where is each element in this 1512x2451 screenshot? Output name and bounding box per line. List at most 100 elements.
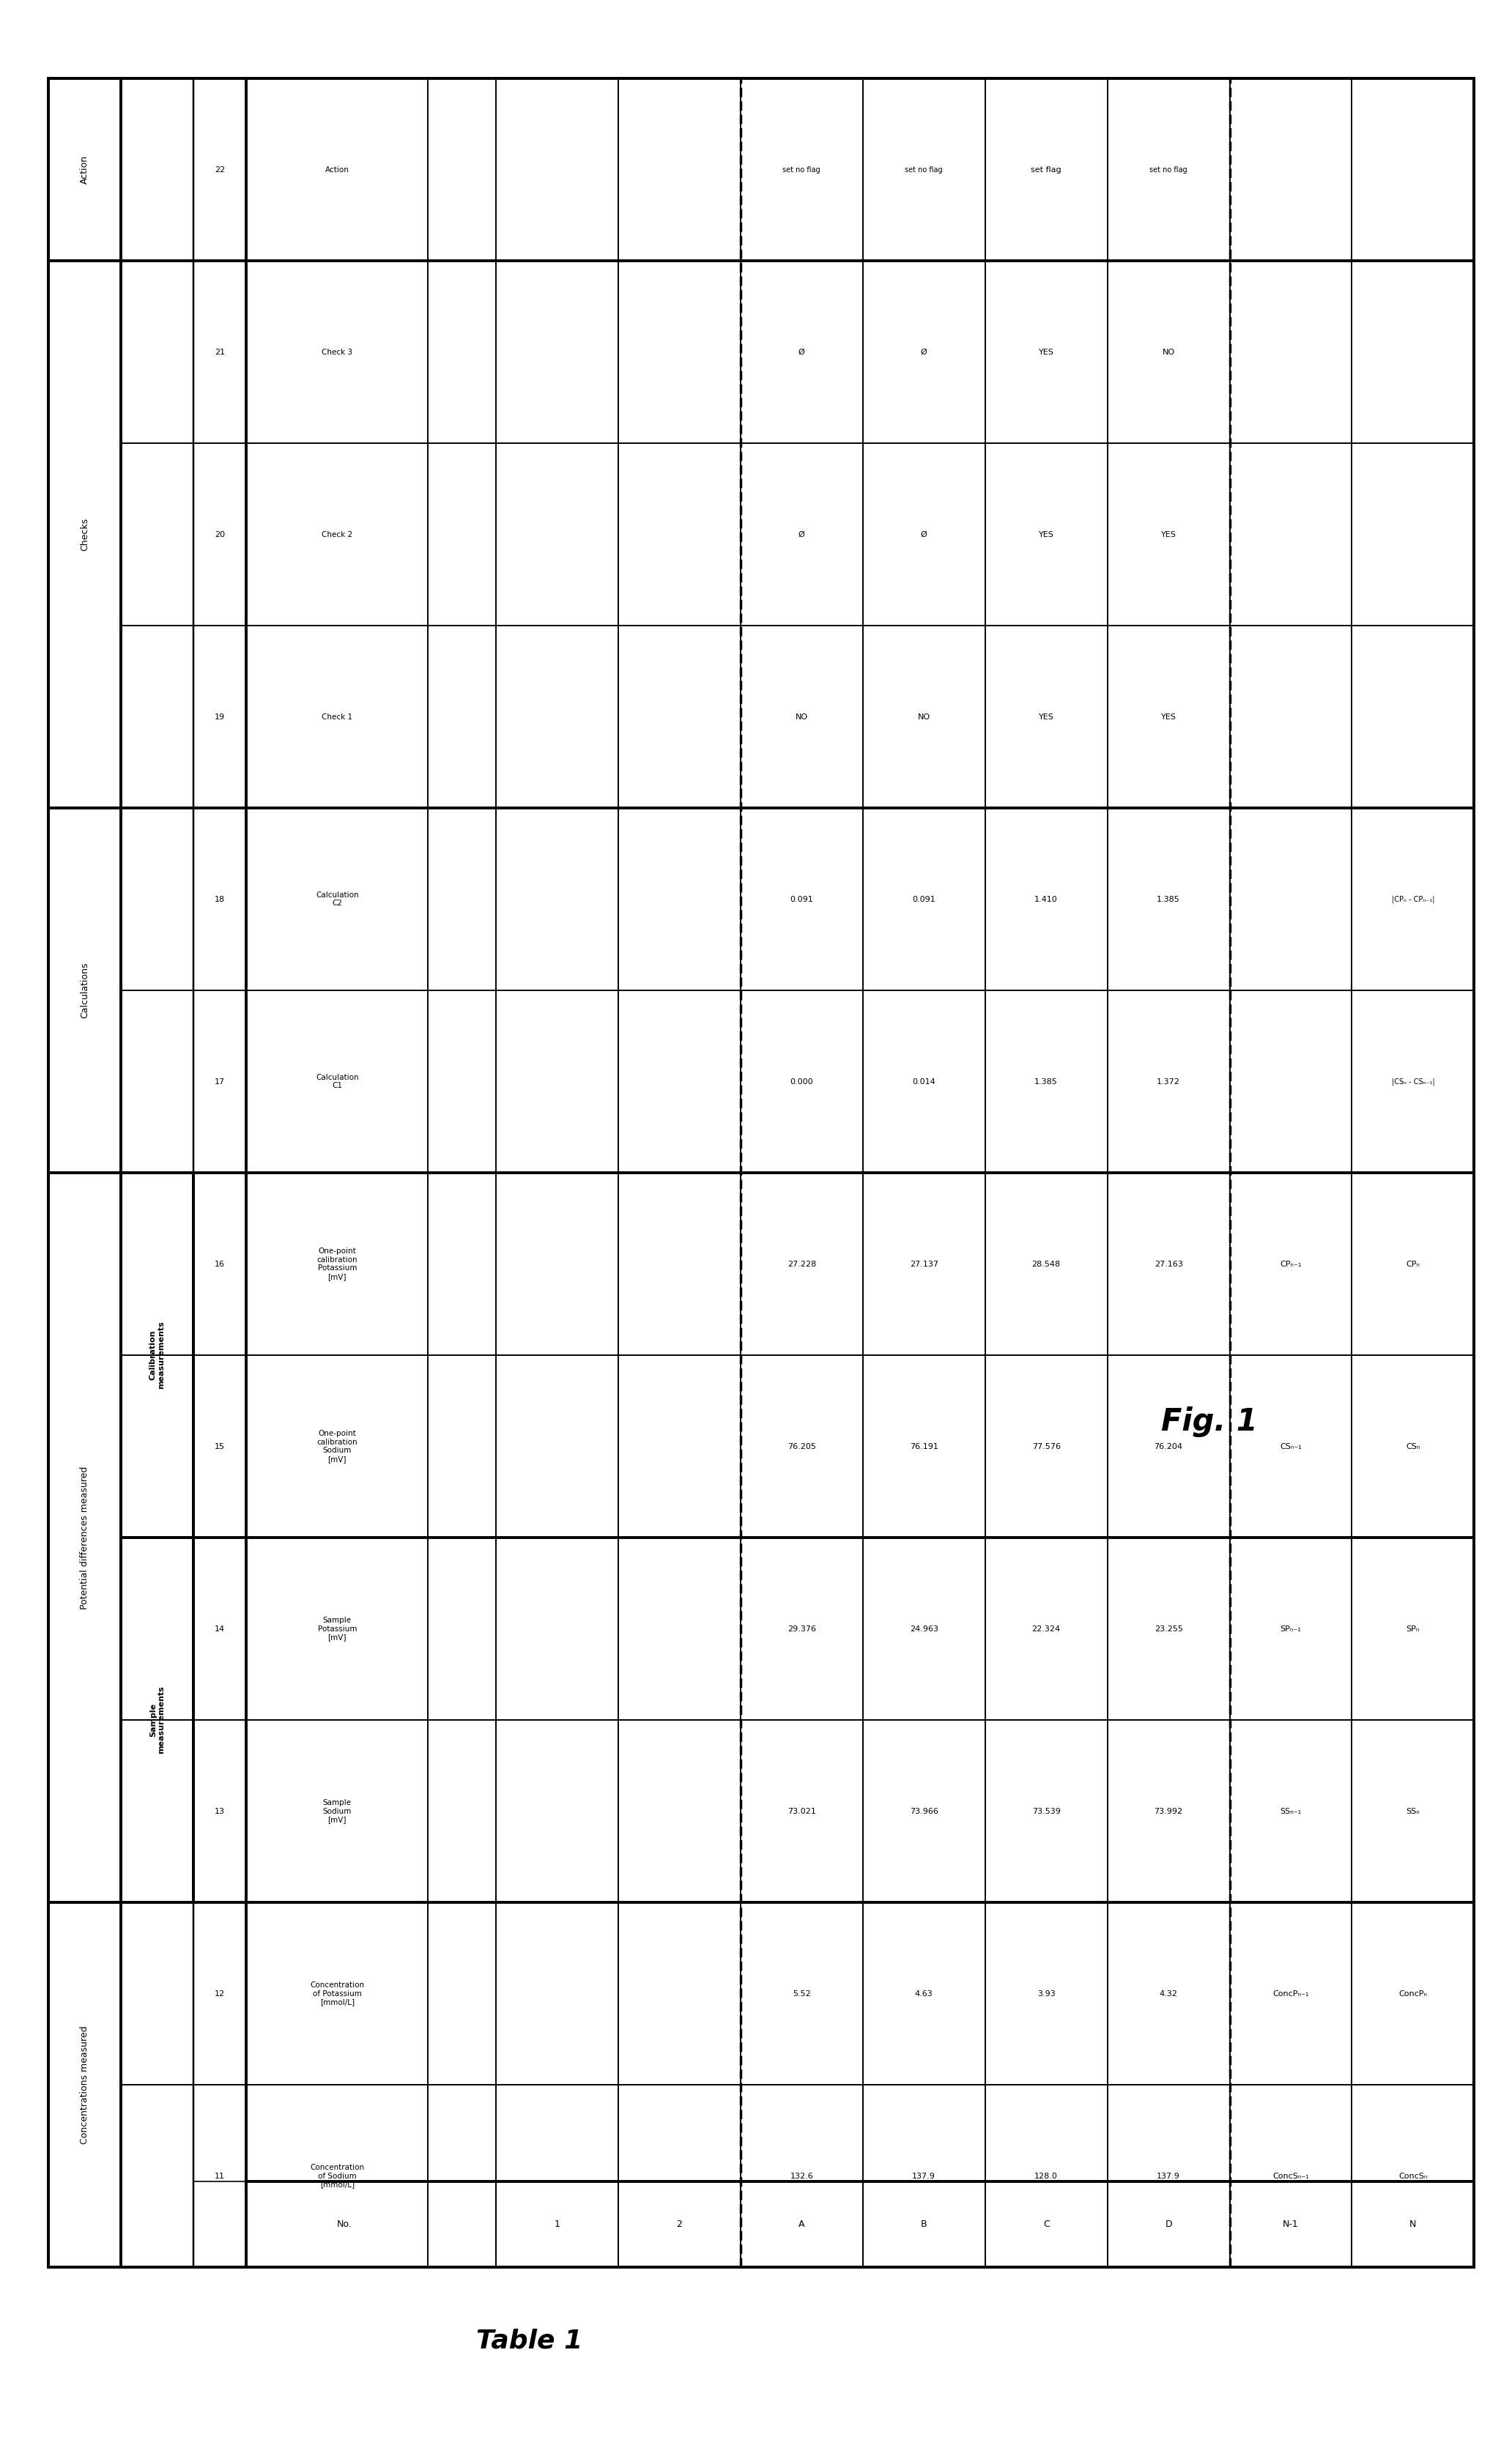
Bar xyxy=(246,990,428,1174)
Text: ConcPₙ: ConcPₙ xyxy=(1399,1990,1427,1998)
Text: 15: 15 xyxy=(215,1444,225,1451)
Text: 19: 19 xyxy=(215,713,225,721)
Bar xyxy=(618,1537,741,1721)
Bar xyxy=(741,444,863,625)
Text: Sample
Sodium
[mV]: Sample Sodium [mV] xyxy=(322,1799,352,1824)
Text: set flag: set flag xyxy=(1031,167,1061,174)
Bar xyxy=(48,78,1474,2267)
Text: 76.205: 76.205 xyxy=(788,1444,816,1451)
Bar xyxy=(121,2086,194,2267)
Bar xyxy=(496,809,618,990)
Bar xyxy=(986,1355,1107,1537)
Bar xyxy=(428,809,496,990)
Bar xyxy=(428,1537,496,1721)
Text: 18: 18 xyxy=(215,895,225,902)
Text: 27.228: 27.228 xyxy=(788,1260,816,1267)
Bar xyxy=(863,1174,986,1355)
Text: Calculation
C1: Calculation C1 xyxy=(316,1074,358,1091)
Bar xyxy=(496,990,618,1174)
Bar xyxy=(121,1174,194,1537)
Bar xyxy=(246,625,428,809)
Bar xyxy=(121,78,194,260)
Bar xyxy=(121,1902,194,2267)
Bar xyxy=(1352,990,1474,1174)
Bar xyxy=(1352,2086,1474,2267)
Bar xyxy=(1107,1174,1229,1355)
Bar xyxy=(1352,1355,1474,1537)
Bar xyxy=(428,78,496,260)
Text: 77.576: 77.576 xyxy=(1031,1444,1060,1451)
Bar xyxy=(986,1537,1107,1721)
Bar xyxy=(1107,78,1229,260)
Text: N-1: N-1 xyxy=(1282,2221,1299,2228)
Bar xyxy=(428,2086,496,2267)
Bar xyxy=(863,78,986,260)
Text: 73.992: 73.992 xyxy=(1154,1806,1182,1814)
Bar xyxy=(618,1174,741,1355)
Text: set no flag: set no flag xyxy=(1149,167,1187,174)
Bar xyxy=(1107,1902,1229,2086)
Bar xyxy=(48,809,121,1174)
Bar xyxy=(1107,809,1229,990)
Bar xyxy=(1229,1174,1352,1355)
Text: SPₙ: SPₙ xyxy=(1406,1625,1420,1632)
Bar xyxy=(1107,2181,1229,2267)
Bar xyxy=(1229,2086,1352,2267)
Bar xyxy=(246,78,428,260)
Text: No.: No. xyxy=(337,2221,352,2228)
Bar xyxy=(194,1902,246,2086)
Text: Action: Action xyxy=(325,167,349,174)
Bar xyxy=(121,78,194,260)
Text: 76.204: 76.204 xyxy=(1154,1444,1182,1451)
Text: D: D xyxy=(1164,2221,1172,2228)
Text: Ø: Ø xyxy=(921,532,927,539)
Bar xyxy=(428,1174,496,1355)
Text: 1: 1 xyxy=(555,2221,559,2228)
Text: Concentration
of Potassium
[mmol/L]: Concentration of Potassium [mmol/L] xyxy=(310,1980,364,2005)
Bar xyxy=(986,1721,1107,1902)
Bar xyxy=(1229,1355,1352,1537)
Text: 5.52: 5.52 xyxy=(792,1990,810,1998)
Text: 137.9: 137.9 xyxy=(912,2172,936,2179)
Text: Checks: Checks xyxy=(80,517,89,551)
Bar xyxy=(121,1721,194,1902)
Bar xyxy=(428,1721,496,1902)
Bar xyxy=(496,2181,618,2267)
Bar xyxy=(1107,1355,1229,1537)
Text: YES: YES xyxy=(1161,713,1176,721)
Bar xyxy=(741,260,863,444)
Text: YES: YES xyxy=(1161,532,1176,539)
Bar xyxy=(863,1355,986,1537)
Bar xyxy=(194,78,246,260)
Bar xyxy=(1107,990,1229,1174)
Bar xyxy=(741,990,863,1174)
Bar xyxy=(1229,625,1352,809)
Text: set no flag: set no flag xyxy=(906,167,943,174)
Bar xyxy=(496,1721,618,1902)
Bar xyxy=(741,1537,863,1721)
Bar xyxy=(1352,1721,1474,1902)
Bar xyxy=(246,2086,428,2267)
Text: Check 2: Check 2 xyxy=(322,532,352,539)
Text: 28.548: 28.548 xyxy=(1031,1260,1060,1267)
Bar xyxy=(194,809,246,990)
Text: 12: 12 xyxy=(215,1990,225,1998)
Text: Sample
measurements: Sample measurements xyxy=(150,1686,165,1755)
Bar xyxy=(618,990,741,1174)
Bar xyxy=(121,990,194,1174)
Bar xyxy=(1352,1537,1474,1721)
Text: 0.000: 0.000 xyxy=(791,1078,813,1086)
Bar xyxy=(986,444,1107,625)
Bar xyxy=(618,1721,741,1902)
Bar xyxy=(618,625,741,809)
Bar xyxy=(1352,1902,1474,2086)
Text: Sample
Potassium
[mV]: Sample Potassium [mV] xyxy=(318,1618,357,1642)
Bar xyxy=(1229,2181,1352,2267)
Bar xyxy=(741,2086,863,2267)
Text: NO: NO xyxy=(795,713,807,721)
Text: One-point
calibration
Sodium
[mV]: One-point calibration Sodium [mV] xyxy=(318,1429,357,1463)
Bar xyxy=(496,1537,618,1721)
Bar xyxy=(1107,444,1229,625)
Text: Potential differences measured: Potential differences measured xyxy=(80,1466,89,1610)
Bar xyxy=(121,1174,194,1355)
